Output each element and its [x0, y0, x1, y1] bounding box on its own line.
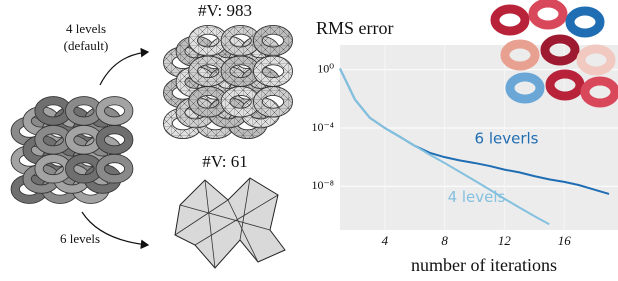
x-axis-label: number of iterations: [411, 255, 557, 275]
arrow: [100, 52, 148, 85]
vertex-count: #V: 61: [202, 152, 248, 171]
figure: 4 levels (default) 6 levels #V: 983 #V: …: [0, 0, 618, 281]
vertex-count: #V: 983: [198, 1, 252, 20]
chart-title: RMS error: [316, 18, 394, 38]
y-tick-label: 10⁻⁴: [311, 120, 334, 134]
series-label: 4 levels: [448, 188, 506, 206]
x-tick-label: 12: [498, 233, 512, 248]
x-tick-label: 4: [382, 233, 389, 248]
y-tick-label: 10⁰: [317, 62, 334, 76]
label: 6 levels: [60, 231, 100, 246]
tube: [533, 3, 563, 25]
series-label: 6 leverls: [475, 129, 539, 147]
tube: [570, 11, 600, 33]
label: 4 levels: [66, 21, 106, 36]
knot-model: [168, 30, 288, 134]
y-tick-label: 10⁻⁸: [311, 178, 334, 192]
knot-model: [15, 101, 129, 200]
illustrations: [15, 30, 288, 268]
x-tick-label: 8: [441, 233, 448, 248]
x-tick-label: 16: [558, 233, 572, 248]
tube: [495, 9, 525, 31]
label: (default): [64, 38, 109, 53]
coarse-mesh: [175, 178, 285, 268]
